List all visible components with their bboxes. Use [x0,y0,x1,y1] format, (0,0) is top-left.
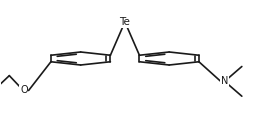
Text: O: O [20,86,28,95]
Text: N: N [221,76,228,86]
Text: Te: Te [119,17,130,27]
